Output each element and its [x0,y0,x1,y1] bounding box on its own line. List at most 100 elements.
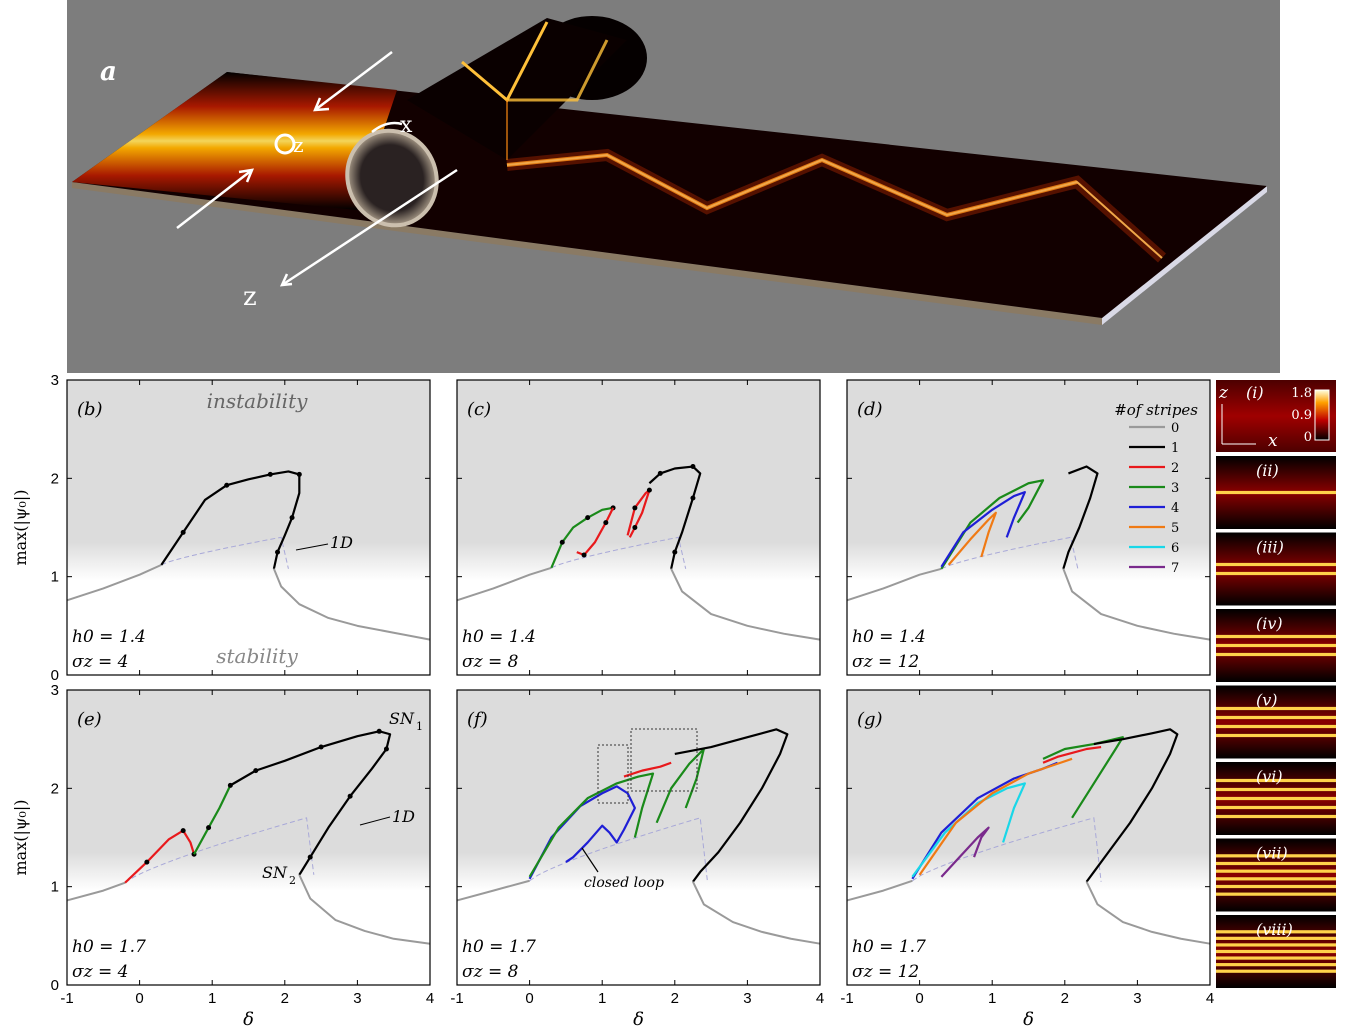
bifurcation-point [585,515,591,521]
series-5-stripes-branch-4 [918,757,1073,876]
stripe [1216,877,1336,881]
x-axis-label: δ [1023,1009,1034,1030]
colorbar-tick-label: 1.8 [1291,386,1312,401]
bifurcation-point [206,825,212,831]
x-tick-label: 4 [426,990,434,1007]
series-3-stripes-branch-4 [655,747,705,824]
series-0-stripes-branch-5 [670,568,821,641]
colorbar [1314,389,1330,441]
x-tick-label: 0 [135,990,143,1007]
series-1-stripes-branch-4 [1062,465,1099,570]
stripe [1216,490,1336,495]
y-axis-label: max(|ψ₀|) [11,490,30,566]
series-1-stripes-branch-4 [648,465,702,570]
legend-label-7: 7 [1171,561,1179,576]
stability-shading [67,380,430,675]
legend-label-0: 0 [1171,421,1179,436]
bifurcation-point [191,851,197,857]
sigma-label: σz = 12 [852,652,919,672]
panel-label: (e) [77,709,102,730]
panel-a-3d-render: a z x z [67,0,1280,373]
x-tick-label: -1 [60,990,73,1007]
stripe [1216,733,1336,738]
bifurcation-point [180,529,186,535]
h0-label: h0 = 1.4 [72,627,146,647]
bifurcation-point [275,549,281,555]
legend-label-3: 3 [1171,481,1179,496]
strip-label-2: (iii) [1256,538,1284,557]
strip-label-5: (vi) [1256,767,1283,786]
curve-1d-reference [529,817,708,882]
x-tick-label: 4 [816,990,824,1007]
curve-1d-reference [551,536,687,569]
series-0-stripes-branch-8 [1085,881,1211,945]
stability-shading [67,690,430,985]
bifurcation-point [253,768,259,774]
panel-label: (b) [77,399,103,420]
y-tick-label: 0 [51,977,59,994]
series-3-stripes-branch-5 [1042,736,1124,819]
stripe [1216,634,1336,639]
h0-label: h0 = 1.7 [72,937,146,957]
colorbar-tick-label: 0 [1304,430,1312,445]
annotation-sn1-subscript: 1 [416,720,423,733]
stability-shading [847,380,1210,675]
bifurcation-point [307,854,313,860]
profile-3-bg [1216,609,1336,682]
sigma-label: σz = 8 [462,962,519,982]
stripe [1216,805,1336,810]
plot-frame [66,689,431,986]
legend-label-2: 2 [1171,461,1179,476]
bifurcation-point [632,525,638,530]
series-2-stripes-branch-6 [1042,745,1102,764]
bifurcation-point [672,549,678,555]
series-7-stripes-branch-3 [940,826,990,878]
series-2-stripes-branch-3 [623,761,672,778]
curve-1d-reference [912,817,1102,882]
stripe [1216,963,1336,967]
profile-6-bg [1216,838,1336,912]
profile-7-bg [1216,915,1336,988]
stripe [1216,936,1336,940]
y-tick-label: 3 [51,682,59,699]
legend-label-6: 6 [1171,541,1179,556]
bifurcation-point [690,495,696,501]
x-tick-label: -1 [840,990,853,1007]
chart-panel-b: 0 1 2 3 (b) h0 = 1.4 σz = 4 max(|ψ₀|) [11,372,431,684]
legend-title: #of stripes [1114,401,1198,419]
bifurcation-point [646,487,652,493]
curve-1d-reference [124,817,315,884]
series-2-stripes-branch-2 [576,507,615,557]
sigma-label: σz = 4 [72,652,128,672]
y-tick-label: 2 [51,470,59,487]
chart-panel-c: (c) h0 = 1.4 σz = 8 [456,379,821,676]
instability-label: instability [207,389,309,413]
plot-frame [846,379,1211,676]
x-tick-label: 3 [1133,990,1141,1007]
series-3-stripes-branch-1 [940,479,1045,570]
series-0-stripes-branch-0 [456,879,530,902]
legend-label-5: 5 [1171,521,1179,536]
bifurcation-point [581,552,587,558]
annotation-1d-e: 1D [392,807,415,826]
plot-frame [846,689,1211,986]
h0-label: h0 = 1.4 [462,627,536,647]
series-0-stripes-branch-2 [272,568,431,641]
x-tick-label: 3 [743,990,751,1007]
series-2-stripes-branch-3 [626,489,651,538]
bifurcation-point [318,744,324,750]
legend-label-1: 1 [1171,441,1179,456]
chart-panel-d: (d) h0 = 1.4 σz = 12 [846,379,1211,676]
x-axis-label: δ [243,1009,254,1030]
stability-shading [457,690,820,985]
sigma-label: σz = 12 [852,962,919,982]
chart-panel-g: -1 0 1 2 3 4 (g) h0 = 1.7 σz = 12 δ [840,689,1214,1030]
stripe [1216,943,1336,947]
x-tick-label: -1 [450,990,463,1007]
series-0-stripes-branch-0 [456,566,552,602]
panel-label: (g) [857,709,883,730]
bifurcation-point [227,782,233,788]
bifurcation-point [632,505,638,511]
profile-5-bg [1216,762,1336,835]
